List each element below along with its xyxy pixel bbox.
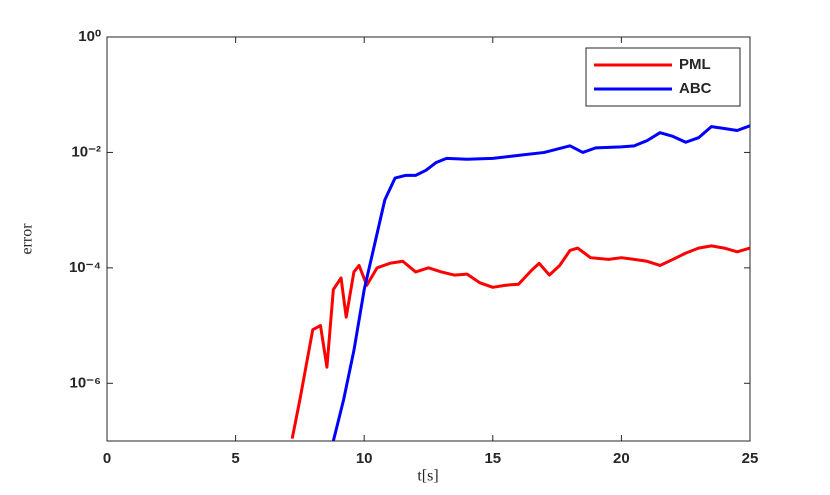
x-tick-label: 20 xyxy=(613,450,630,467)
y-tick-label: 10⁻⁴ xyxy=(69,259,101,276)
legend-box xyxy=(585,47,741,107)
y-tick-label: 10⁰ xyxy=(78,28,101,45)
x-tick-label: 25 xyxy=(742,450,759,467)
x-tick-label: 0 xyxy=(103,450,111,467)
x-tick-label: 10 xyxy=(356,450,373,467)
x-axis-label: t[s] xyxy=(417,468,438,485)
y-tick-label: 10⁻⁶ xyxy=(69,374,101,391)
legend-label: PML xyxy=(679,56,711,73)
data-line xyxy=(331,124,750,441)
y-tick-label: 10⁻² xyxy=(71,143,101,160)
y-axis-label: error xyxy=(19,223,36,255)
plot-lines xyxy=(290,124,750,441)
x-tick-label: 15 xyxy=(484,450,501,467)
data-line xyxy=(290,244,750,439)
x-tick-label: 5 xyxy=(231,450,239,467)
legend-label: ABC xyxy=(679,80,712,97)
